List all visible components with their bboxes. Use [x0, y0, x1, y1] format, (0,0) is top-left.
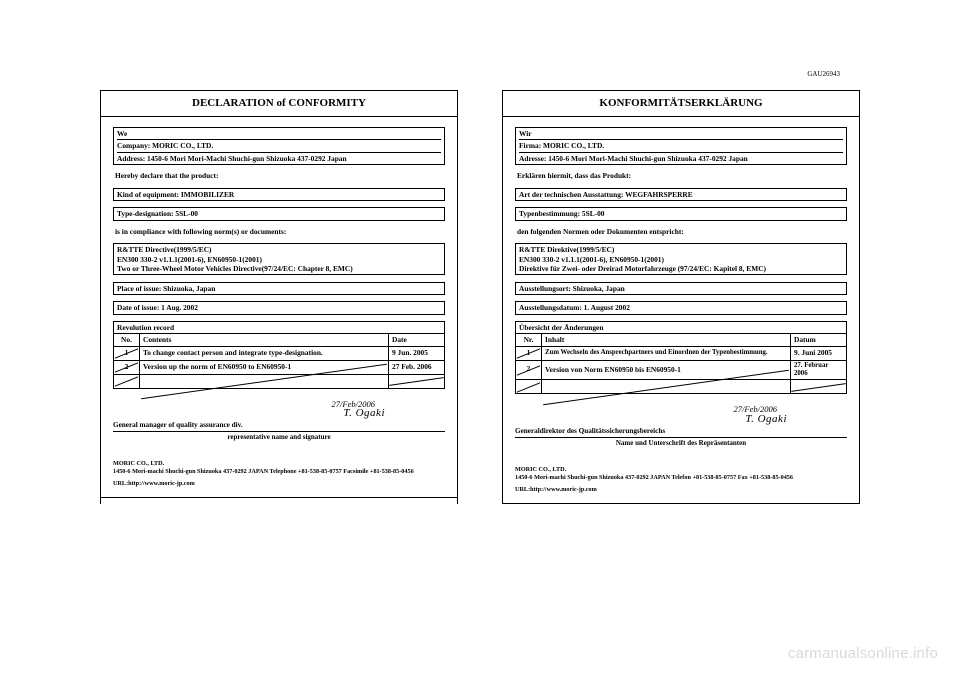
rev-empty-c-en: [140, 374, 389, 388]
sig-left-en: General manager of quality assurance div…: [113, 421, 243, 430]
compliance-en: is in compliance with following norm(s) …: [115, 227, 445, 236]
rev-h-contents-en: Contents: [140, 334, 389, 346]
declarations-container: DECLARATION of CONFORMITY We Company: MO…: [100, 90, 860, 504]
norm2-en: EN300 330-2 v1.1.1(2001-6), EN60950-1(20…: [117, 255, 441, 264]
rev-d-2-en: 27 Feb. 2006: [389, 360, 445, 374]
rev-table-en: Revolution record No. Contents Date 1 To…: [113, 321, 445, 389]
rev-no-1-en: 1: [114, 346, 140, 360]
sig-left-de: Generaldirektor des Qualitätssicherungsb…: [515, 427, 665, 436]
rev-no-2-de: 2: [516, 360, 542, 380]
type-box-en: Type-designation: 5SL-00: [113, 207, 445, 220]
norm3-de: Direktive für Zwei- oder Dreirad Motorfa…: [519, 264, 843, 273]
rev-no-2-en: 2: [114, 360, 140, 374]
declare-de: Erklären hiermit, dass das Produkt:: [517, 171, 847, 180]
we-en: We: [117, 129, 441, 140]
date-en: Date of issue: 1 Aug. 2002: [117, 303, 441, 312]
rev-c-2-en: Version up the norm of EN60950 to EN6095…: [140, 360, 389, 374]
norm2-de: EN300 330-2 v1.1.1(2001-6), EN60950-1(20…: [519, 255, 843, 264]
kind-box-de: Art der technischen Ausstattung: WEGFAHR…: [515, 188, 847, 201]
we-box-de: Wir Firma: MORIC CO., LTD. Adresse: 1450…: [515, 127, 847, 165]
declaration-de: KONFORMITÄTSERKLÄRUNG Wir Firma: MORIC C…: [502, 90, 860, 504]
type-en: Type-designation: 5SL-00: [117, 209, 441, 218]
rev-d-1-en: 9 Jun. 2005: [389, 346, 445, 360]
sig-block-en: 27/Feb/2006 T. Ogaki General manager of …: [113, 399, 445, 442]
decl-body-en: We Company: MORIC CO., LTD. Address: 145…: [101, 117, 457, 498]
rev-empty-no-de: [516, 380, 542, 394]
sig-scribble-en: T. Ogaki: [113, 407, 445, 421]
decl-title-en: DECLARATION of CONFORMITY: [101, 91, 457, 117]
rev-empty-c-de: [542, 380, 791, 394]
place-en: Place of issue: Shizuoka, Japan: [117, 284, 441, 293]
footer-en: MORIC CO., LTD. 1450-6 Mori-machi Shuchi…: [113, 460, 445, 489]
we-de: Wir: [519, 129, 843, 140]
date-box-de: Ausstellungsdatum: 1. August 2002: [515, 301, 847, 314]
declaration-en: DECLARATION of CONFORMITY We Company: MO…: [100, 90, 458, 504]
footer-url-de: URL:http://www.moric-jp.com: [515, 486, 847, 494]
norm1-en: R&TTE Directive(1999/5/EC): [117, 245, 441, 254]
compliance-de: den folgenden Normen oder Dokumenten ent…: [517, 227, 847, 236]
rev-empty-d-en: [389, 374, 445, 388]
norm3-en: Two or Three-Wheel Motor Vehicles Direct…: [117, 264, 441, 273]
rev-title-en: Revolution record: [114, 322, 445, 334]
kind-de: Art der technischen Ausstattung: WEGFAHR…: [519, 190, 843, 199]
page-code: GAU26943: [807, 70, 840, 78]
footer-url-en: URL:http://www.moric-jp.com: [113, 480, 445, 488]
date-de: Ausstellungsdatum: 1. August 2002: [519, 303, 843, 312]
type-box-de: Typenbestimmung: 5SL-00: [515, 207, 847, 220]
sig-caption-en: representative name and signature: [113, 433, 445, 442]
rev-h-date-en: Date: [389, 334, 445, 346]
place-box-de: Ausstellungsort: Shizuoka, Japan: [515, 282, 847, 295]
decl-title-de: KONFORMITÄTSERKLÄRUNG: [503, 91, 859, 117]
kind-box-en: Kind of equipment: IMMOBILIZER: [113, 188, 445, 201]
rev-c-1-de: Zum Wechseln des Ansprechpartners und Ei…: [542, 346, 791, 360]
norms-box-de: R&TTE Direktive(1999/5/EC) EN300 330-2 v…: [515, 243, 847, 275]
declare-en: Hereby declare that the product:: [115, 171, 445, 180]
decl-body-de: Wir Firma: MORIC CO., LTD. Adresse: 1450…: [503, 117, 859, 504]
rev-h-no-en: No.: [114, 334, 140, 346]
date-box-en: Date of issue: 1 Aug. 2002: [113, 301, 445, 314]
kind-en: Kind of equipment: IMMOBILIZER: [117, 190, 441, 199]
norm1-de: R&TTE Direktive(1999/5/EC): [519, 245, 843, 254]
footer-addr-en: 1450-6 Mori-machi Shuchi-gun Shizuoka 43…: [113, 468, 445, 476]
norms-box-en: R&TTE Directive(1999/5/EC) EN300 330-2 v…: [113, 243, 445, 275]
footer-addr-de: 1450-6 Mori-machi Shuchi-gun Shizuoka 43…: [515, 474, 847, 482]
rev-empty-no-en: [114, 374, 140, 388]
address-de: Adresse: 1450-6 Mori Mori-Machi Shuchi-g…: [519, 154, 843, 163]
rev-title-de: Übersicht der Änderungen: [516, 322, 847, 334]
company-en: Company: MORIC CO., LTD.: [117, 141, 441, 152]
rev-c-1-en: To change contact person and integrate t…: [140, 346, 389, 360]
watermark: carmanualsonline.info: [788, 645, 938, 662]
rev-h-contents-de: Inhalt: [542, 334, 791, 346]
page: GAU26943 DECLARATION of CONFORMITY We Co…: [0, 0, 960, 678]
rev-c-2-de: Version von Norm EN60950 bis EN60950-1: [542, 360, 791, 380]
company-de: Firma: MORIC CO., LTD.: [519, 141, 843, 152]
rev-no-1-de: 1: [516, 346, 542, 360]
address-en: Address: 1450-6 Mori Mori-Machi Shuchi-g…: [117, 154, 441, 163]
type-de: Typenbestimmung: 5SL-00: [519, 209, 843, 218]
rev-h-no-de: Nr.: [516, 334, 542, 346]
rev-table-de: Übersicht der Änderungen Nr. Inhalt Datu…: [515, 321, 847, 394]
place-box-en: Place of issue: Shizuoka, Japan: [113, 282, 445, 295]
sig-block-de: 27/Feb/2006 T. Ogaki Generaldirektor des…: [515, 404, 847, 447]
sig-scribble-de: T. Ogaki: [515, 413, 847, 427]
place-de: Ausstellungsort: Shizuoka, Japan: [519, 284, 843, 293]
rev-d-1-de: 9. Juni 2005: [791, 346, 847, 360]
footer-company-de: MORIC CO., LTD.: [515, 466, 847, 474]
footer-company-en: MORIC CO., LTD.: [113, 460, 445, 468]
footer-de: MORIC CO., LTD. 1450-6 Mori-machi Shuchi…: [515, 466, 847, 495]
rev-d-2-de: 27. Februar 2006: [791, 360, 847, 380]
rev-h-date-de: Datum: [791, 334, 847, 346]
sig-caption-de: Name und Unterschrift des Repräsentanten: [515, 439, 847, 448]
rev-empty-d-de: [791, 380, 847, 394]
we-box-en: We Company: MORIC CO., LTD. Address: 145…: [113, 127, 445, 165]
